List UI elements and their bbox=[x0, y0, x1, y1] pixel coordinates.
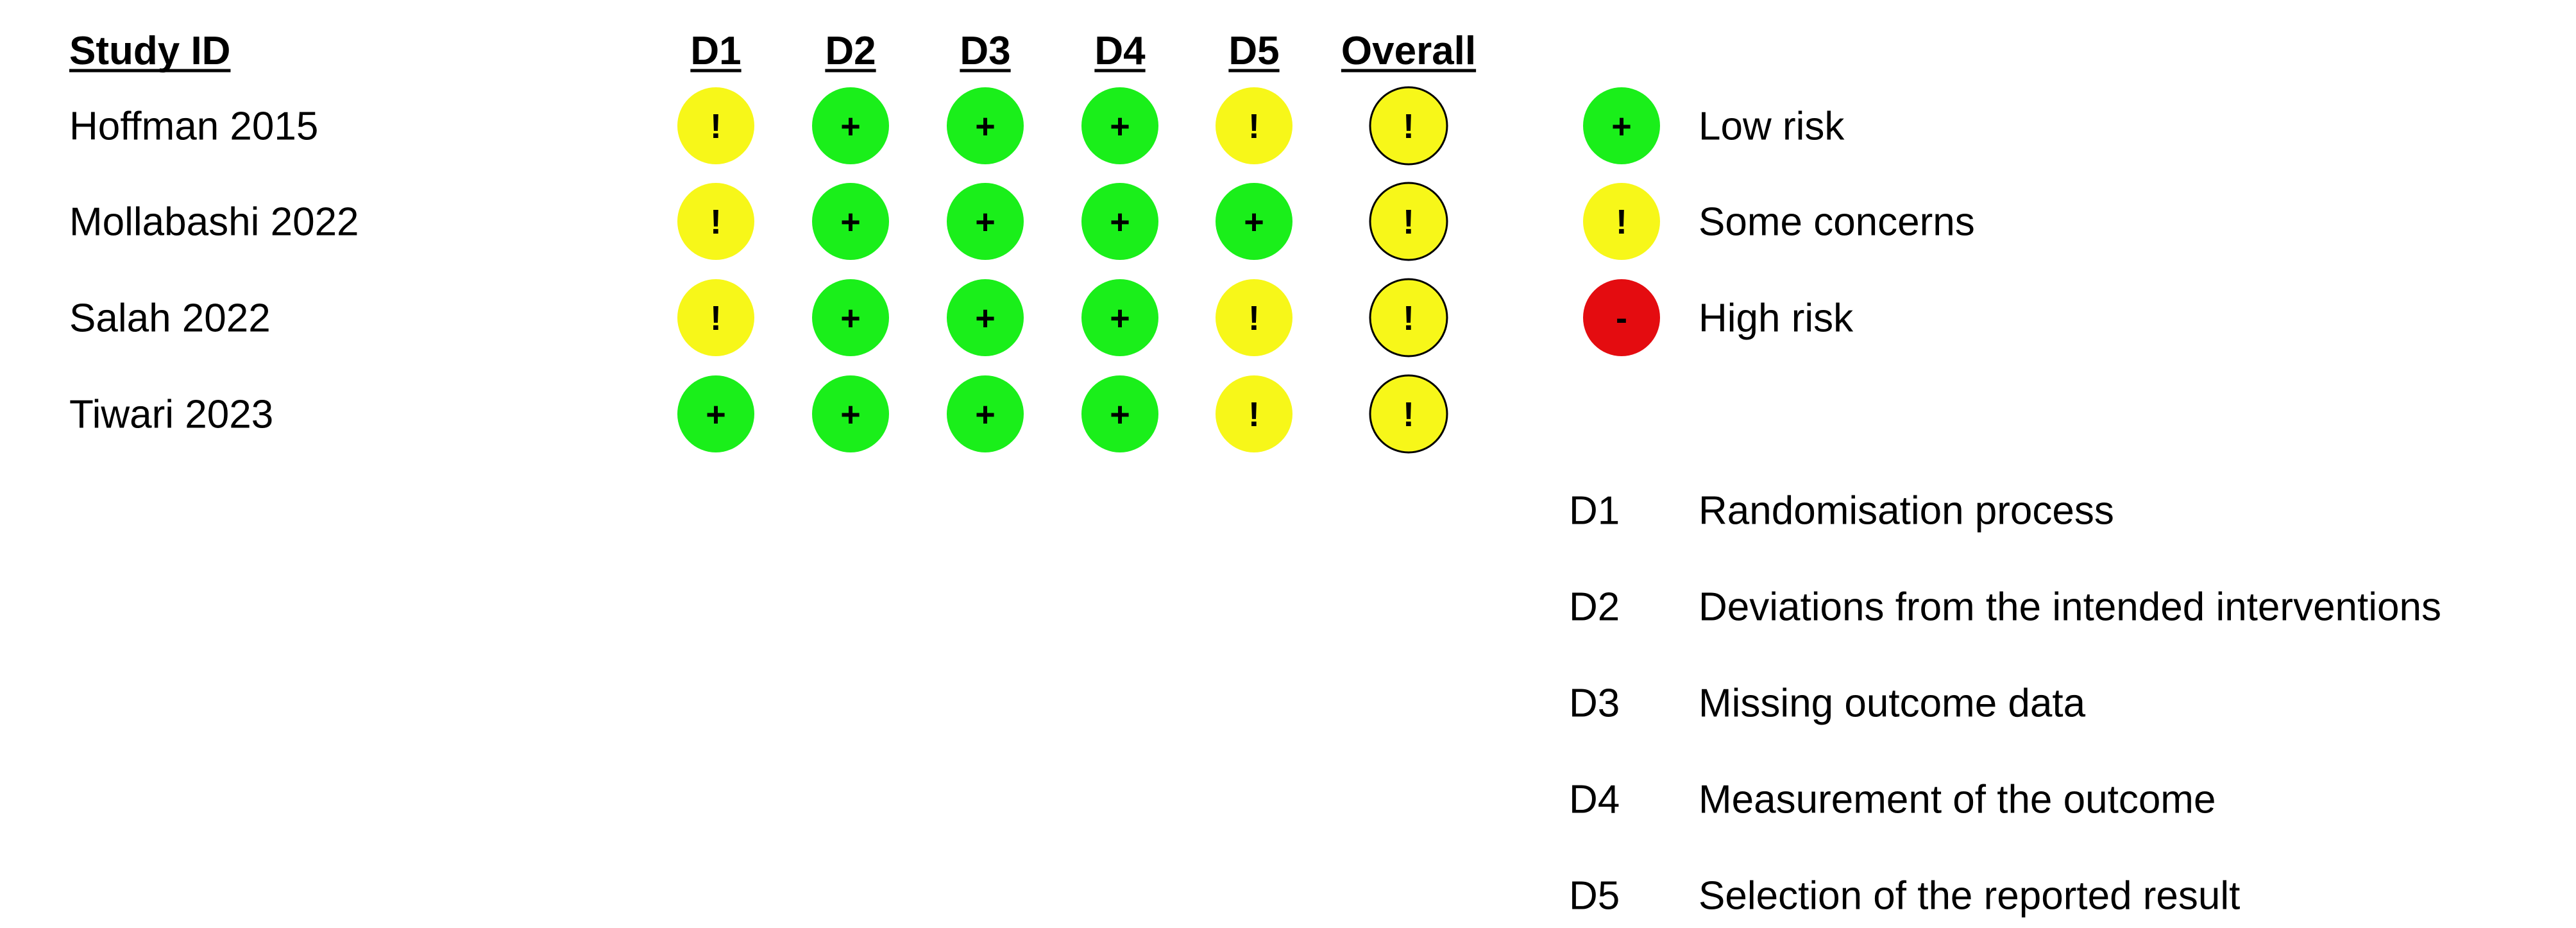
definition-description: Missing outcome data bbox=[1699, 682, 2086, 726]
judgement-circle bbox=[1216, 279, 1292, 356]
judgement-circle bbox=[1081, 375, 1158, 452]
legend-high-label: High risk bbox=[1699, 296, 1854, 341]
judgement-circle bbox=[947, 375, 1024, 452]
judgement-circle bbox=[947, 279, 1024, 356]
judgement-circle-symbol: + bbox=[975, 107, 996, 146]
judgement-circle bbox=[812, 279, 889, 356]
judgement-circle-symbol: ! bbox=[710, 107, 722, 146]
judgement-circle-symbol: ! bbox=[1248, 395, 1260, 434]
study-name: Hoffman 2015 bbox=[69, 105, 318, 149]
judgement-circle-symbol: ! bbox=[710, 203, 722, 241]
judgement-circle-symbol: + bbox=[1110, 203, 1130, 241]
judgement-circle bbox=[1081, 279, 1158, 356]
legend-some-circle-symbol: ! bbox=[1616, 203, 1627, 241]
definition-description: Deviations from the intended interventio… bbox=[1699, 585, 2441, 630]
judgement-circle bbox=[812, 183, 889, 260]
judgement-circle bbox=[1216, 375, 1292, 452]
definition-code: D1 bbox=[1569, 489, 1620, 533]
judgement-circle-symbol: + bbox=[975, 299, 996, 338]
header-d2: D2 bbox=[825, 29, 876, 73]
judgement-circle bbox=[812, 375, 889, 452]
judgement-circle-symbol: + bbox=[840, 203, 861, 241]
judgement-circle bbox=[1216, 87, 1292, 164]
definition-code: D2 bbox=[1569, 585, 1620, 630]
definition-code: D5 bbox=[1569, 874, 1620, 918]
judgement-circle-symbol: ! bbox=[1248, 299, 1260, 338]
judgement-circle-symbol: + bbox=[975, 203, 996, 241]
header-d3: D3 bbox=[960, 29, 1010, 73]
definition-description: Selection of the reported result bbox=[1699, 874, 2240, 918]
header-d5: D5 bbox=[1228, 29, 1279, 73]
judgement-circle-symbol: + bbox=[706, 395, 726, 434]
legend-low-circle bbox=[1583, 87, 1660, 164]
legend-low-label: Low risk bbox=[1699, 105, 1845, 149]
overall-judgement-circle bbox=[1369, 182, 1448, 261]
judgement-circle-symbol: ! bbox=[1248, 107, 1260, 146]
study-name: Tiwari 2023 bbox=[69, 393, 273, 437]
judgement-circle bbox=[677, 87, 754, 164]
header-overall: Overall bbox=[1341, 29, 1476, 73]
judgement-circle-symbol: ! bbox=[710, 299, 722, 338]
header-study-id: Study ID bbox=[69, 29, 230, 73]
study-name: Salah 2022 bbox=[69, 296, 271, 341]
definition-code: D4 bbox=[1569, 778, 1620, 822]
legend-high-circle bbox=[1583, 279, 1660, 356]
judgement-circle bbox=[1081, 87, 1158, 164]
judgement-circle-symbol: + bbox=[1110, 299, 1130, 338]
overall-judgement-circle bbox=[1369, 278, 1448, 357]
overall-judgement-circle-symbol: ! bbox=[1403, 203, 1414, 241]
overall-judgement-circle bbox=[1369, 374, 1448, 454]
definition-code: D3 bbox=[1569, 682, 1620, 726]
judgement-circle-symbol: + bbox=[975, 395, 996, 434]
legend-some-circle bbox=[1583, 183, 1660, 260]
overall-judgement-circle-symbol: ! bbox=[1403, 395, 1414, 434]
judgement-circle bbox=[677, 279, 754, 356]
header-d1: D1 bbox=[690, 29, 741, 73]
judgement-circle bbox=[812, 87, 889, 164]
judgement-circle-symbol: + bbox=[1110, 395, 1130, 434]
overall-judgement-circle-symbol: ! bbox=[1403, 107, 1414, 146]
legend-low-circle-symbol: + bbox=[1611, 107, 1632, 146]
judgement-circle bbox=[677, 183, 754, 260]
judgement-circle bbox=[947, 183, 1024, 260]
legend-some-label: Some concerns bbox=[1699, 200, 1975, 245]
judgement-circle bbox=[947, 87, 1024, 164]
judgement-circle bbox=[1216, 183, 1292, 260]
judgement-circle-symbol: + bbox=[840, 299, 861, 338]
judgement-circle-symbol: + bbox=[840, 395, 861, 434]
overall-judgement-circle-symbol: ! bbox=[1403, 299, 1414, 338]
judgement-circle-symbol: + bbox=[1244, 203, 1264, 241]
judgement-circle bbox=[1081, 183, 1158, 260]
legend-high-circle-symbol: - bbox=[1616, 299, 1627, 338]
study-name: Mollabashi 2022 bbox=[69, 200, 359, 245]
definition-description: Randomisation process bbox=[1699, 489, 2114, 533]
judgement-circle-symbol: + bbox=[840, 107, 861, 146]
judgement-circle-symbol: + bbox=[1110, 107, 1130, 146]
judgement-circle bbox=[677, 375, 754, 452]
header-d4: D4 bbox=[1094, 29, 1146, 73]
definition-description: Measurement of the outcome bbox=[1699, 778, 2216, 822]
overall-judgement-circle bbox=[1369, 86, 1448, 166]
